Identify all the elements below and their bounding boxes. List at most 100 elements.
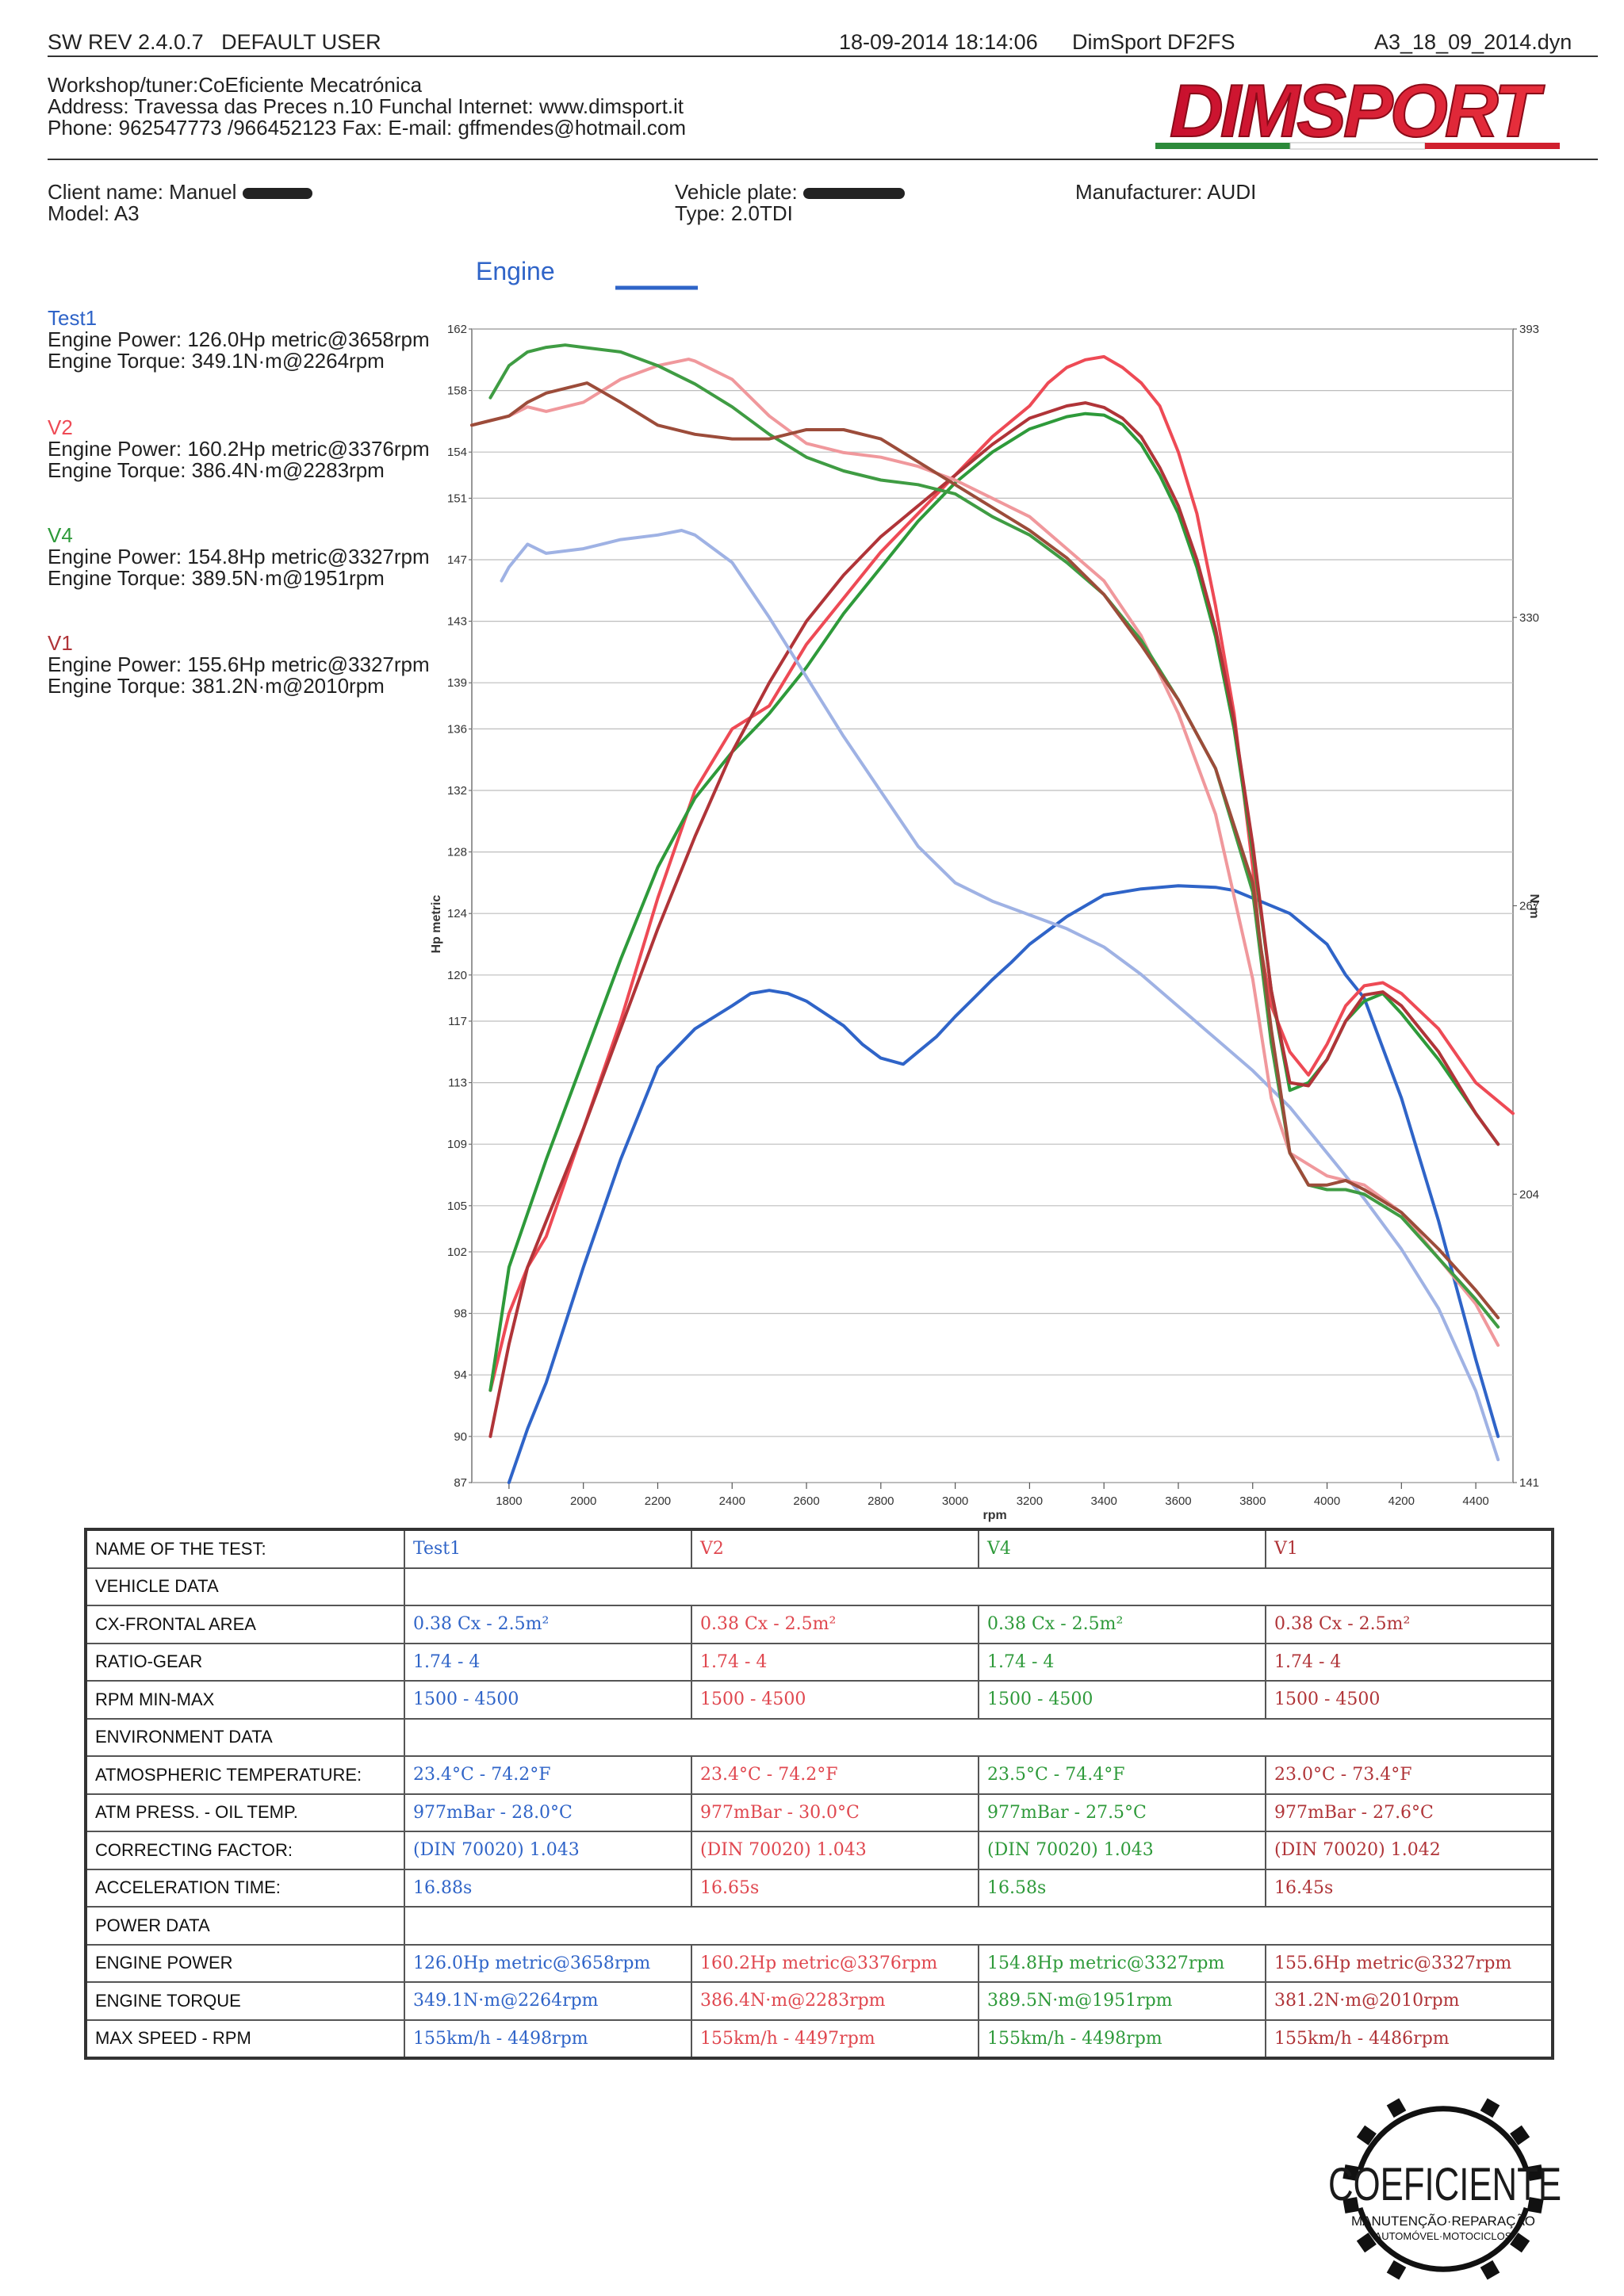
table-cell: 23.5°C - 74.4°F	[978, 1755, 1266, 1795]
table-cell: 0.38 Cx - 2.5m²	[691, 1605, 979, 1644]
y2-tick-label: 267	[1519, 900, 1539, 913]
table-row: ATM PRESS. - OIL TEMP. 977mBar - 28.0°C 97…	[85, 1793, 1553, 1832]
table-row: RPM MIN-MAX 1500 - 4500 1500 - 4500 1500 - …	[85, 1680, 1553, 1720]
table-cell: (DIN 70020) 1.042	[1265, 1831, 1553, 1870]
y-tick-label: 90	[454, 1430, 467, 1444]
test-name: Test1	[48, 306, 98, 330]
test-summary-v4: V4 Engine Power: 154.8Hp metric@3327rpm En…	[48, 525, 430, 589]
svg-text:DIMSPORT: DIMSPORT	[1170, 70, 1545, 152]
table-cell: 386.4N·m@2283rpm	[691, 1981, 979, 2021]
series-line-v1-torque	[470, 381, 1500, 1320]
table-cell: 155km/h - 4498rpm	[404, 2019, 692, 2059]
table-row: CORRECTING FACTOR: (DIN 70020) 1.043 (DIN …	[85, 1831, 1553, 1870]
row-label: ATMOSPHERIC TEMPERATURE:	[85, 1755, 405, 1795]
row-label: ATM PRESS. - OIL TEMP.	[85, 1793, 405, 1832]
x-tick-label: 3800	[1239, 1494, 1266, 1508]
gear-tooth	[1526, 2197, 1544, 2214]
y2-axis-label: N·m	[1527, 894, 1541, 919]
x-tick-label: 4200	[1388, 1494, 1415, 1508]
series-line-test1-power	[507, 884, 1500, 1484]
row-label: NAME OF THE TEST:	[85, 1529, 405, 1569]
software-revision: SW REV 2.4.0.7 DEFAULT USER	[48, 30, 381, 54]
row-label: ACCELERATION TIME:	[85, 1868, 405, 1908]
table-cell: 16.45s	[1265, 1868, 1553, 1908]
table-row: ENGINE POWER 126.0Hp metric@3658rpm 160.2H…	[85, 1943, 1553, 1983]
dimsport-logo: DIMSPORT	[1155, 70, 1560, 153]
y-tick-label: 113	[448, 1077, 467, 1090]
chart-title: Engine	[476, 257, 555, 285]
gear-tooth	[1480, 2260, 1500, 2280]
row-label: RATIO-GEAR	[85, 1642, 405, 1682]
series-line-test1-torque	[500, 529, 1500, 1462]
engine-torque-text: Engine Torque: 386.4N·m@2283rpm	[48, 458, 385, 482]
gear-tooth	[1342, 2197, 1360, 2214]
y-tick-label: 109	[447, 1138, 467, 1151]
gear-tooth	[1526, 2164, 1544, 2181]
plot-frame	[471, 328, 1514, 1483]
coeficiente-logo: COEFICIENTE MANUTENÇÃO·REPARAÇÃO AUTOMÓV…	[1328, 2098, 1561, 2280]
table-cell: 0.38 Cx - 2.5m²	[1265, 1605, 1553, 1644]
x-axis: 1800 2000 2200 2400 2600 2800 3000 3200 3400 3600…	[496, 1494, 1489, 1508]
table-cell: (DIN 70020) 1.043	[404, 1831, 692, 1870]
engine-torque-text: Engine Torque: 349.1N·m@2264rpm	[48, 349, 385, 373]
phone-line: Phone: 962547773 /966452123 Fax: E-mail:…	[48, 116, 686, 140]
table-row: VEHICLE DATA	[85, 1567, 1553, 1606]
table-cell: 1.74 - 4	[978, 1642, 1266, 1682]
header-rule	[48, 55, 1598, 57]
workshop-info: Workshop/tuner:CoEficiente Mecatrónica A…	[48, 75, 686, 139]
gear-tooth	[1356, 2233, 1377, 2253]
gear-tooth	[1480, 2098, 1500, 2118]
x-tick-label: 2200	[645, 1494, 671, 1508]
gear-tooth	[1356, 2125, 1377, 2145]
table-cell: 23.4°C - 74.2°F	[691, 1755, 979, 1795]
address-line: Address: Travessa das Preces n.10 Funcha…	[48, 94, 684, 118]
table-cell: 23.4°C - 74.2°F	[404, 1755, 692, 1795]
chart-series	[470, 343, 1515, 1484]
row-label: ENGINE POWER	[85, 1943, 405, 1983]
workshop-line: Workshop/tuner:CoEficiente Mecatrónica	[48, 73, 423, 97]
x-tick-label: 2000	[570, 1494, 596, 1508]
redacted-mark	[242, 188, 312, 200]
row-label: RPM MIN-MAX	[85, 1680, 405, 1720]
table-cell: Test1	[404, 1529, 692, 1569]
info-rule	[48, 159, 1598, 160]
x-tick-label: 3600	[1165, 1494, 1191, 1508]
table-row: ENVIRONMENT DATA	[85, 1717, 1553, 1757]
gear-teeth	[1342, 2098, 1544, 2280]
series-line-v1-power	[488, 401, 1500, 1438]
row-label: ENGINE TORQUE	[85, 1981, 405, 2021]
file-name: A3_18_09_2014.dyn	[1374, 30, 1572, 54]
section-spacer	[404, 1906, 1553, 1946]
table-cell: 155km/h - 4486rpm	[1265, 2019, 1553, 2059]
y-tick-label: 139	[447, 676, 467, 690]
row-label: ENVIRONMENT DATA	[85, 1717, 405, 1757]
table-row: POWER DATA	[85, 1906, 1553, 1946]
gear-tooth	[1510, 2233, 1530, 2253]
y-tick-label: 94	[454, 1368, 467, 1382]
y-tick-label: 136	[447, 722, 467, 736]
redacted-mark	[802, 188, 905, 200]
table-row: CX-FRONTAL AREA 0.38 Cx - 2.5m² 0.38 Cx - …	[85, 1605, 1553, 1644]
x-axis-label: rpm	[982, 1509, 1006, 1522]
table-cell: 160.2Hp metric@3376rpm	[691, 1943, 979, 1983]
table-cell: 1.74 - 4	[1265, 1642, 1553, 1682]
table-cell: V2	[691, 1529, 979, 1569]
table-cell: 977mBar - 30.0°C	[691, 1793, 979, 1832]
y2-tick-label: 393	[1519, 323, 1539, 336]
gear-tooth	[1386, 2098, 1407, 2118]
row-label: CORRECTING FACTOR:	[85, 1831, 405, 1870]
table-cell: 349.1N·m@2264rpm	[404, 1981, 692, 2021]
table-cell: (DIN 70020) 1.043	[978, 1831, 1266, 1870]
table-cell: 977mBar - 28.0°C	[404, 1793, 692, 1832]
row-label: VEHICLE DATA	[85, 1567, 405, 1606]
x-tick-label: 4000	[1314, 1494, 1340, 1508]
user-label: DEFAULT USER	[221, 30, 381, 54]
test-summary-v2: V2 Engine Power: 160.2Hp metric@3376rpm En…	[48, 417, 430, 481]
table-row: ACCELERATION TIME: 16.88s 16.65s 16.58s 16.4…	[85, 1868, 1553, 1908]
y-tick-label: 105	[447, 1200, 467, 1213]
table-cell: 155km/h - 4498rpm	[978, 2019, 1266, 2059]
y2-tick-label: 141	[1519, 1476, 1539, 1490]
table-cell: 154.8Hp metric@3327rpm	[978, 1943, 1266, 1983]
table-cell: 1500 - 4500	[404, 1680, 692, 1720]
x-tick-label: 3000	[942, 1494, 968, 1508]
